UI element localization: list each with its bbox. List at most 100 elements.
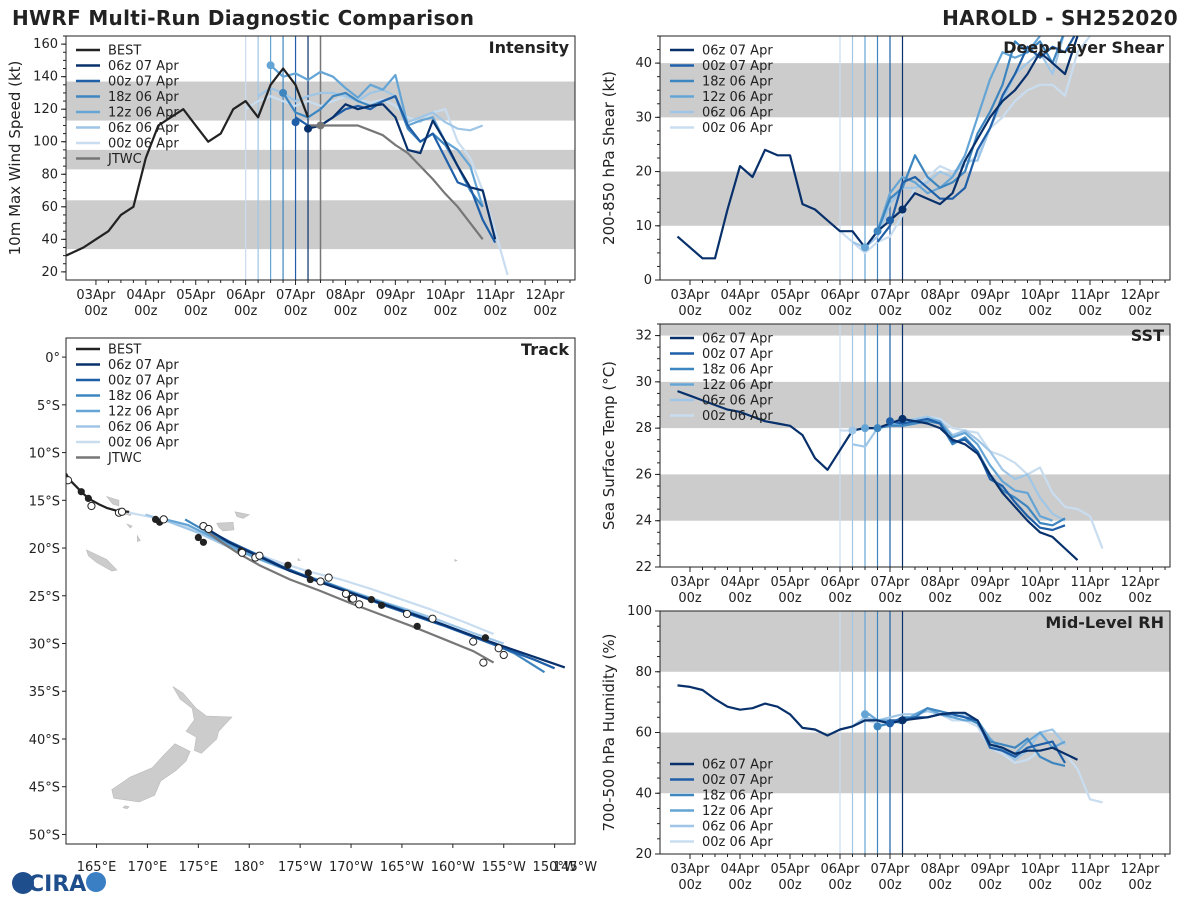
sst-intensity-band [660,324,1170,336]
track-point-filled [367,595,375,604]
land-shape [126,523,133,529]
track-legend-label: 00z 06 Apr [108,436,179,451]
land-shape [216,521,235,532]
rh-intensity-band [660,611,1170,672]
intensity-xtick-label: 09Apr [376,288,416,303]
sst-xtick-label-hour: 00z [1078,591,1102,606]
track-point-filled [84,494,92,502]
intensity-init-marker [316,121,325,130]
track-point-filled [194,533,202,542]
track-point-open [355,600,364,609]
track-lon-label: 180° [234,860,265,875]
sst-init-marker [898,414,907,423]
sst-xtick-label-hour: 00z [828,591,852,606]
shear-xtick-label: 06Apr [820,288,860,303]
rh-plot-area [660,611,1170,854]
track-lat-label: 45°S [29,781,60,796]
shear-legend-label: 06z 06 Apr [702,106,773,121]
intensity-series-jtwc [308,124,484,240]
rh-legend-label: 00z 07 Apr [702,773,773,788]
shear-ylabel: 200-850 hPa Shear (kt) [600,71,618,245]
sst-ytick-label: 28 [635,421,652,436]
rh-xtick-label: 05Apr [770,862,810,877]
shear-legend-label: 12z 06 Apr [702,90,773,105]
rh-xtick-label-hour: 00z [928,878,952,893]
sst-panel: 22242628303203Apr00z04Apr00z05Apr00z06Ap… [600,323,1171,606]
sst-ytick-label: 26 [635,467,652,482]
shear-series-run_00z07 [876,36,1076,243]
sst-ylabel: Sea Surface Temp (°C) [600,361,618,530]
intensity-xtick-label-hour: 00z [384,304,408,319]
track-lat-label: 20°S [29,542,60,557]
intensity-legend-label: 12z 06 Apr [108,106,179,121]
track-legend-label: 12z 06 Apr [108,405,179,420]
intensity-legend-label: JTWC [107,152,142,167]
track-series-run_06z06 [145,513,505,645]
track-series-best [66,473,130,513]
sst-panel-title: SST [1131,326,1164,345]
sst-xtick-label: 04Apr [720,575,760,590]
track-point-open [479,658,488,667]
sst-ytick-label: 30 [635,375,652,390]
sst-series-run_06z07 [677,390,1079,561]
sst-xtick-label-hour: 00z [728,591,752,606]
track-lon-label: 155°W [482,860,526,875]
land-shape [454,559,458,562]
track-point-filled [377,601,386,609]
shear-series-run_18z06 [876,36,1065,232]
intensity-xtick-label-hour: 00z [134,304,158,319]
rh-xtick-label: 07Apr [870,862,910,877]
rh-xtick-label-hour: 00z [1078,878,1102,893]
shear-intensity-band [660,171,1170,226]
intensity-legend-label: BEST [108,44,141,59]
rh-init-marker [898,716,907,725]
track-lon-label: 160°W [431,860,475,875]
track-point-filled [304,569,312,577]
rh-ytick-label: 40 [635,786,652,801]
figure-title: HWRF Multi-Run Diagnostic Comparison [12,6,475,30]
intensity-ytick-label: 120 [33,102,58,117]
intensity-xtick-label: 07Apr [276,288,316,303]
track-point-open [402,609,412,619]
intensity-init-marker [304,124,313,133]
track-legend-label: 00z 07 Apr [108,374,179,389]
sst-legend-label: 00z 06 Apr [702,409,773,424]
rh-xtick-label: 09Apr [970,862,1010,877]
intensity-series-run_12z06 [269,64,484,208]
sst-init-marker [886,417,894,426]
rh-xtick-label: 03Apr [670,862,710,877]
rh-xtick-label: 04Apr [720,862,760,877]
sst-xtick-label-hour: 00z [678,591,702,606]
sst-xtick-label: 10Apr [1020,575,1060,590]
sst-legend-label: 18z 06 Apr [702,363,773,378]
rh-xtick-label: 12Apr [1120,862,1160,877]
track-panel-title: Track [521,340,569,359]
intensity-ytick-label: 60 [41,200,58,215]
intensity-ytick-label: 40 [41,232,58,247]
rh-xtick-label: 06Apr [820,862,860,877]
intensity-xtick-label-hour: 00z [84,304,108,319]
rh-init-marker [873,722,882,731]
track-lat-label: 15°S [29,494,60,509]
shear-ytick-label: 20 [635,165,652,180]
track-lat-label: 0° [45,351,60,366]
track-legend-label: 06z 06 Apr [108,420,179,435]
track-lat-label: 25°S [29,590,60,605]
sst-xtick-label: 07Apr [870,575,910,590]
track-point-open [238,548,247,557]
sst-xtick-label-hour: 00z [928,591,952,606]
intensity-xtick-label-hour: 00z [334,304,358,319]
intensity-series-run_06z06 [257,86,484,132]
shear-xtick-label-hour: 00z [928,304,952,319]
shear-xtick-label-hour: 00z [878,304,902,319]
rh-xtick-label-hour: 00z [828,878,852,893]
track-lat-label: 35°S [29,685,60,700]
rh-panel-title: Mid-Level RH [1045,613,1164,632]
intensity-panel-title: Intensity [489,38,570,57]
shear-ytick-label: 30 [635,110,652,125]
intensity-xtick-label: 06Apr [226,288,266,303]
shear-init-marker [898,205,907,214]
land-shape [297,557,301,561]
rh-legend-label: 06z 07 Apr [702,758,773,773]
intensity-ytick-label: 100 [33,135,58,150]
